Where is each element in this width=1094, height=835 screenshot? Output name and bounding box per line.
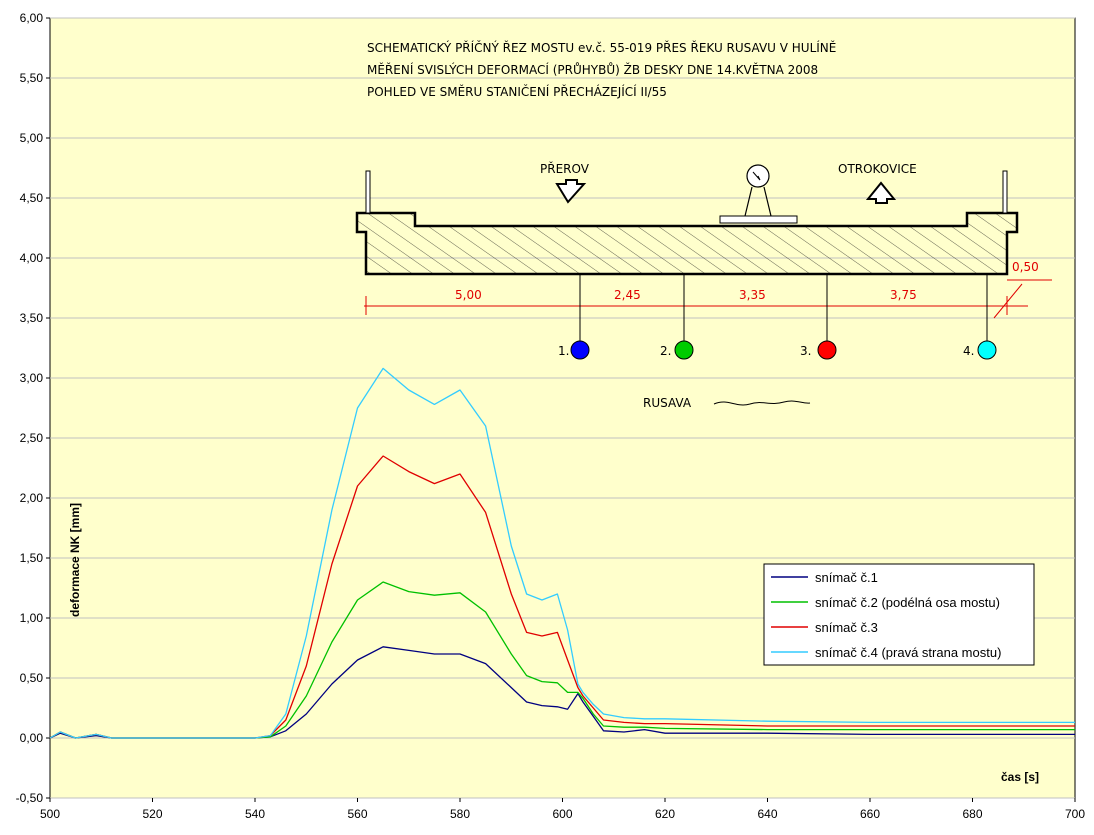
legend-entry-4: snímač č.4 (pravá strana mostu) <box>815 645 1001 660</box>
dimension-label-1: 5,00 <box>455 288 482 302</box>
right-railing <box>1002 170 1008 214</box>
legend-entry-3: snímač č.3 <box>815 620 878 635</box>
measuring-instrument-icon <box>719 164 798 224</box>
sensor-2-label: 2. <box>660 344 671 358</box>
sensor-1-label: 1. <box>558 344 569 358</box>
sensor-1-marker <box>570 340 590 360</box>
x-tick-label: 660 <box>860 807 880 821</box>
sensor-3: 3. <box>800 274 837 360</box>
y-axis-label: deformace NK [mm] <box>68 503 82 617</box>
direction-label-right: OTROKOVICE <box>838 162 917 176</box>
legend-entry-2: snímač č.2 (podélná osa mostu) <box>815 595 1000 610</box>
sensor-3-label: 3. <box>800 344 811 358</box>
arrow-up-icon <box>865 181 897 204</box>
x-axis-label: čas [s] <box>1001 770 1039 784</box>
sketch-title-line-2: MĚŘENÍ SVISLÝCH DEFORMACÍ (PRŮHYBŮ) ŽB D… <box>367 62 818 77</box>
sketch-title-line-3: POHLED VE SMĚRU STANIČENÍ PŘECHÁZEJÍCÍ I… <box>367 84 667 99</box>
series-line-4 <box>49 367 1075 739</box>
sensor-4-label: 4. <box>963 344 974 358</box>
plot-area <box>49 17 1076 799</box>
sketch-title-line-1: SCHEMATICKÝ PŘÍČNÝ ŘEZ MOSTU ev.č. 55-01… <box>367 40 836 55</box>
x-tick-label: 620 <box>655 807 675 821</box>
y-tick-label: 4,00 <box>20 251 44 265</box>
legend-box <box>763 563 1035 666</box>
bridge-deck-slab <box>355 211 1019 276</box>
y-tick-label: 0,00 <box>20 731 44 745</box>
x-tick-label: 540 <box>245 807 265 821</box>
x-tick-label: 500 <box>40 807 60 821</box>
dimension-label-3: 3,35 <box>739 288 766 302</box>
dimension-label-2: 2,45 <box>614 288 641 302</box>
direction-label-left: PŘEROV <box>540 161 590 176</box>
sensor-2-marker <box>674 340 694 360</box>
y-tick-label: 3,00 <box>20 371 44 385</box>
y-tick-label: 4,50 <box>20 191 44 205</box>
sensor-3-marker <box>817 340 837 360</box>
sensor-1: 1. <box>558 274 590 360</box>
x-tick-label: 640 <box>757 807 777 821</box>
y-tick-label: 6,00 <box>20 11 44 25</box>
y-tick-label: 5,00 <box>20 131 44 145</box>
y-tick-label: 0,50 <box>20 671 44 685</box>
x-tick-label: 580 <box>450 807 470 821</box>
y-tick-label: 2,00 <box>20 491 44 505</box>
legend: snímač č.1 snímač č.2 (podélná osa mostu… <box>763 563 1035 666</box>
dimension-label-4: 3,75 <box>890 288 917 302</box>
arrow-down-icon <box>555 179 587 204</box>
x-tick-label: 520 <box>142 807 162 821</box>
data-series <box>49 367 1075 739</box>
y-tick-label: 3,50 <box>20 311 44 325</box>
y-tick-label: -0,50 <box>16 791 44 805</box>
bridge-cross-section-sketch: SCHEMATICKÝ PŘÍČNÝ ŘEZ MOSTU ev.č. 55-01… <box>355 40 1052 410</box>
y-tick-label: 1,00 <box>20 611 44 625</box>
y-tick-label: 2,50 <box>20 431 44 445</box>
x-axis-ticks: 500 520 540 560 580 600 620 640 660 680 700 <box>40 798 1085 821</box>
x-tick-label: 560 <box>347 807 367 821</box>
y-tick-label: 1,50 <box>20 551 44 565</box>
legend-entry-1: snímač č.1 <box>815 570 878 585</box>
x-tick-label: 680 <box>962 807 982 821</box>
left-railing <box>365 170 371 214</box>
x-tick-label: 700 <box>1065 807 1085 821</box>
y-tick-label: 5,50 <box>20 71 44 85</box>
x-tick-label: 600 <box>552 807 572 821</box>
sensor-4-marker <box>977 340 997 360</box>
y-axis-ticks: -0,50 0,00 0,50 1,00 1,50 2,00 2,50 3,00 3,50 4,0… <box>16 11 50 805</box>
offset-dimension-label: 0,50 <box>1012 260 1039 274</box>
sensor-4: 4. <box>963 274 997 360</box>
river-label: RUSAVA <box>643 396 692 410</box>
sensor-2: 2. <box>660 274 694 360</box>
grid-lines <box>50 17 1075 799</box>
river-symbol <box>713 400 811 406</box>
